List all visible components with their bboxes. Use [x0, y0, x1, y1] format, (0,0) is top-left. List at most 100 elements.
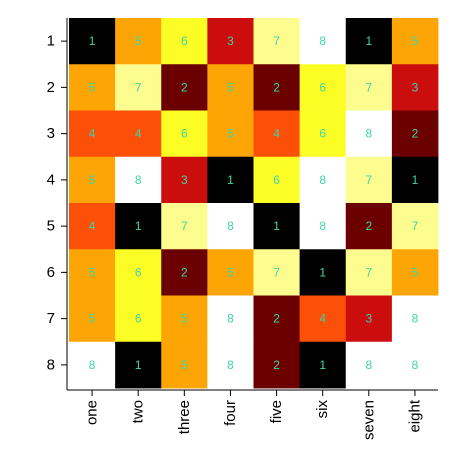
heatmap-cell: [345, 156, 393, 204]
heatmap-cell: [391, 295, 439, 343]
cell-value-label: 7: [273, 265, 280, 279]
heatmap-cell: [345, 249, 393, 296]
heatmap-cell: [345, 295, 393, 343]
cell-value-label: 1: [227, 173, 234, 187]
cell-value-label: 4: [319, 312, 326, 326]
heatmap-cell: [207, 110, 254, 158]
y-tick-label: 8: [47, 356, 55, 373]
heatmap-cell: [69, 18, 116, 65]
heatmap-cell: [391, 203, 439, 250]
heatmap-cell: [253, 18, 301, 65]
heatmap-cell: [391, 64, 439, 111]
cell-value-label: 5: [89, 312, 96, 326]
cell-value-label: 6: [135, 265, 142, 279]
heatmap-cell: [299, 203, 347, 250]
cell-value-label: 4: [89, 219, 96, 233]
cell-value-label: 1: [365, 34, 372, 48]
cell-value-label: 6: [319, 127, 326, 141]
cell-value-label: 8: [135, 173, 142, 187]
heatmap-cell: [253, 110, 301, 158]
heatmap-cell: [207, 156, 254, 204]
heatmap-cell: [253, 203, 301, 250]
heatmap-cell: [299, 341, 347, 389]
cell-value-label: 3: [412, 80, 419, 94]
heatmap-axes: 1 2 3 4 5 6 7 8 one two three four five six seven eight: [47, 18, 438, 440]
cell-value-label: 5: [227, 265, 234, 279]
heatmap-cell: [115, 203, 162, 250]
x-tick-label: four: [222, 400, 239, 426]
heatmap-cell: [207, 295, 254, 343]
cell-value-label: 6: [181, 127, 188, 141]
cell-value-label: 8: [365, 358, 372, 372]
cell-value-label: 3: [365, 312, 372, 326]
cell-value-label: 6: [181, 34, 188, 48]
cell-value-label: 5: [89, 80, 96, 94]
heatmap-cell: [69, 110, 116, 158]
heatmap-cell: [115, 18, 162, 65]
y-tick-label: 2: [47, 79, 55, 96]
cell-value-label: 8: [365, 127, 372, 141]
heatmap-cell: [391, 249, 439, 296]
cell-value-label: 7: [365, 265, 372, 279]
cell-value-label: 5: [181, 358, 188, 372]
heatmap-cell: [115, 156, 162, 204]
cell-value-label: 2: [273, 80, 280, 94]
heatmap-cell: [207, 203, 254, 250]
heatmap-cell: [69, 64, 116, 111]
heatmap-cell: [253, 64, 301, 111]
cell-value-label: 5: [412, 265, 419, 279]
cell-value-label: 8: [319, 34, 326, 48]
cell-value-label: 1: [319, 265, 326, 279]
heatmap-cell: [115, 295, 162, 343]
heatmap-cell: [253, 249, 301, 296]
cell-value-label: 2: [181, 80, 188, 94]
cell-value-label: 5: [227, 80, 234, 94]
heatmap-cell: [161, 64, 208, 111]
heatmap-cell: [299, 18, 347, 65]
heatmap-cell: [69, 341, 116, 389]
cell-value-label: 3: [181, 173, 188, 187]
cell-value-label: 2: [365, 219, 372, 233]
heatmap-cell: [253, 295, 301, 343]
heatmap-cell: [207, 18, 254, 65]
cell-value-label: 1: [412, 173, 419, 187]
cell-value-label: 4: [89, 127, 96, 141]
heatmap-cell: [391, 341, 439, 389]
heatmap-cell: [161, 249, 208, 296]
heatmap-cell: [69, 203, 116, 250]
cell-value-label: 5: [89, 173, 96, 187]
cell-value-label: 7: [181, 219, 188, 233]
heatmap-cell: [299, 295, 347, 343]
heatmap-cell-labels: 1 5 6 3 7 8 1 5 5 7 2 5 2 6 7 3 4 4 6 5 4 6 8 2 5 8 3 1 6 8 7 1 4 1 7 8 1 8 2 7…: [89, 34, 419, 372]
cell-value-label: 1: [89, 34, 96, 48]
cell-value-label: 2: [273, 312, 280, 326]
cell-value-label: 8: [227, 219, 234, 233]
heatmap-cell: [345, 18, 393, 65]
cell-value-label: 1: [273, 219, 280, 233]
heatmap-cell: [115, 110, 162, 158]
heatmap-cell: [69, 156, 116, 204]
cell-value-label: 8: [227, 358, 234, 372]
x-tick-label: three: [176, 400, 193, 434]
heatmap-cell: [207, 64, 254, 111]
cell-value-label: 5: [412, 34, 419, 48]
cell-value-label: 8: [412, 312, 419, 326]
heatmap-cell: [391, 18, 439, 65]
heatmap-cell: [391, 156, 439, 204]
cell-value-label: 6: [135, 312, 142, 326]
y-tick-label: 1: [47, 33, 55, 50]
cell-value-label: 5: [135, 34, 142, 48]
heatmap-cell: [161, 156, 208, 204]
heatmap-cell: [299, 249, 347, 296]
y-tick-label: 4: [47, 171, 55, 188]
x-tick-label: six: [314, 400, 331, 419]
heatmap-cells: [69, 18, 439, 389]
heatmap-cell: [161, 295, 208, 343]
cell-value-label: 3: [227, 34, 234, 48]
cell-value-label: 7: [365, 173, 372, 187]
heatmap-cell: [161, 18, 208, 65]
cell-value-label: 6: [273, 173, 280, 187]
y-tick-label: 5: [47, 218, 55, 235]
cell-value-label: 1: [135, 219, 142, 233]
